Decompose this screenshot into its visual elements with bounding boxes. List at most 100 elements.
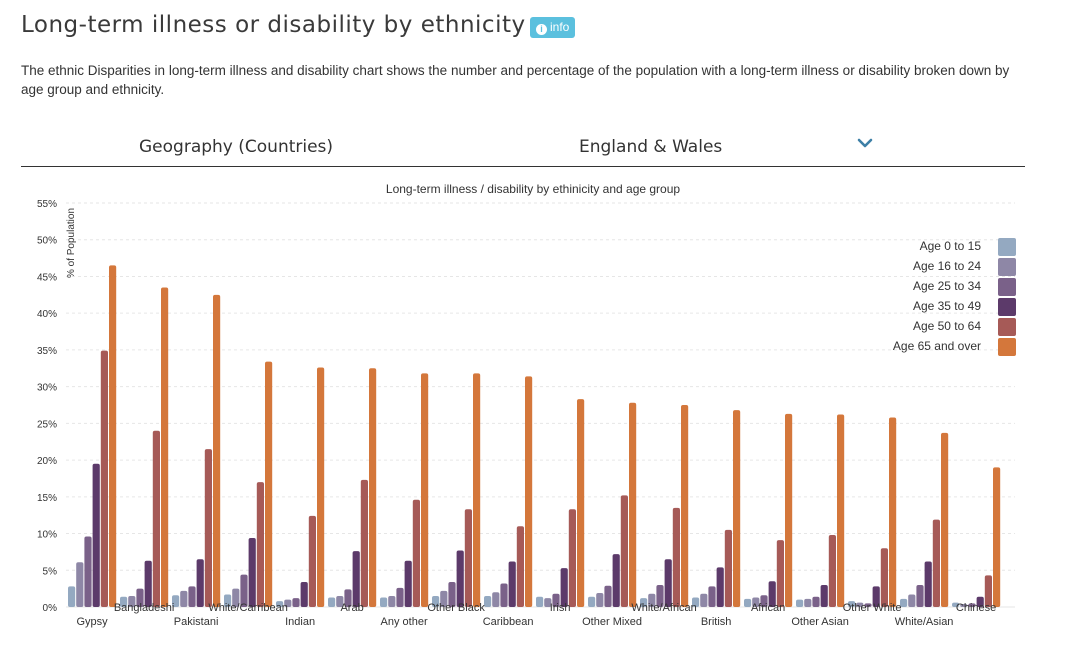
bar[interactable] xyxy=(421,373,429,607)
bar[interactable] xyxy=(664,559,672,607)
bar[interactable] xyxy=(440,590,448,607)
bar[interactable] xyxy=(700,593,708,607)
bar[interactable] xyxy=(804,598,812,607)
bar[interactable] xyxy=(984,575,992,607)
bar[interactable] xyxy=(568,509,576,607)
bar[interactable] xyxy=(473,373,481,607)
bar[interactable] xyxy=(848,601,856,607)
bar[interactable] xyxy=(629,402,637,607)
bar[interactable] xyxy=(508,561,516,607)
bar[interactable] xyxy=(776,540,784,607)
bar[interactable] xyxy=(344,589,352,607)
legend-swatch[interactable] xyxy=(998,298,1016,316)
bar[interactable] xyxy=(500,583,508,607)
bar[interactable] xyxy=(84,536,92,607)
bar[interactable] xyxy=(360,479,368,607)
bar[interactable] xyxy=(396,587,404,607)
bar[interactable] xyxy=(796,599,804,607)
bar[interactable] xyxy=(492,592,500,607)
bar[interactable] xyxy=(276,601,284,607)
bar[interactable] xyxy=(640,598,648,607)
bar[interactable] xyxy=(76,562,84,607)
bar[interactable] xyxy=(744,598,752,607)
bar[interactable] xyxy=(100,350,108,607)
bar[interactable] xyxy=(932,519,940,607)
bar[interactable] xyxy=(785,413,793,607)
bar[interactable] xyxy=(708,586,716,607)
bar[interactable] xyxy=(837,414,845,607)
bar[interactable] xyxy=(681,405,689,607)
bar[interactable] xyxy=(536,596,544,607)
bar[interactable] xyxy=(232,588,240,607)
bar[interactable] xyxy=(941,432,949,607)
bar[interactable] xyxy=(768,581,776,607)
bar[interactable] xyxy=(968,603,976,607)
bar[interactable] xyxy=(136,588,144,607)
bar[interactable] xyxy=(596,593,604,607)
bar[interactable] xyxy=(213,294,221,607)
bar[interactable] xyxy=(456,550,464,607)
bar[interactable] xyxy=(752,597,760,607)
legend-swatch[interactable] xyxy=(998,318,1016,336)
bar[interactable] xyxy=(352,551,360,607)
bar[interactable] xyxy=(388,595,396,607)
bar[interactable] xyxy=(552,593,560,607)
bar[interactable] xyxy=(265,361,273,607)
bar[interactable] xyxy=(672,507,680,607)
bar[interactable] xyxy=(577,399,585,607)
bar[interactable] xyxy=(256,482,264,607)
bar[interactable] xyxy=(900,598,908,607)
bar[interactable] xyxy=(380,597,388,607)
bar[interactable] xyxy=(128,595,136,607)
bar[interactable] xyxy=(180,590,188,607)
bar[interactable] xyxy=(432,595,440,607)
bar[interactable] xyxy=(924,561,932,607)
bar[interactable] xyxy=(224,594,232,607)
bar[interactable] xyxy=(404,560,412,607)
bar[interactable] xyxy=(716,567,724,607)
bar[interactable] xyxy=(880,548,888,607)
bar[interactable] xyxy=(292,598,300,607)
bar[interactable] xyxy=(68,586,76,607)
bar[interactable] xyxy=(872,586,880,607)
bar[interactable] xyxy=(916,584,924,607)
info-button[interactable]: i info xyxy=(530,17,576,38)
bar[interactable] xyxy=(92,463,100,607)
bar[interactable] xyxy=(976,596,984,607)
bar[interactable] xyxy=(152,430,160,607)
bar[interactable] xyxy=(144,560,152,607)
bar[interactable] xyxy=(604,585,612,607)
bar[interactable] xyxy=(448,582,456,607)
bar[interactable] xyxy=(656,584,664,607)
bar[interactable] xyxy=(692,597,700,607)
bar[interactable] xyxy=(588,596,596,607)
chevron-down-icon[interactable] xyxy=(857,136,873,150)
geography-dropdown[interactable]: England & Wales xyxy=(561,130,891,164)
bar[interactable] xyxy=(516,526,524,607)
bar[interactable] xyxy=(464,509,472,607)
bar[interactable] xyxy=(724,529,732,607)
bar[interactable] xyxy=(240,574,248,607)
bar[interactable] xyxy=(612,554,620,607)
bar[interactable] xyxy=(328,597,336,607)
bar[interactable] xyxy=(525,376,533,607)
bar[interactable] xyxy=(109,265,117,607)
bar[interactable] xyxy=(889,417,897,607)
bar[interactable] xyxy=(812,596,820,607)
bar[interactable] xyxy=(760,595,768,607)
legend-swatch[interactable] xyxy=(998,278,1016,296)
legend-swatch[interactable] xyxy=(998,258,1016,276)
bar[interactable] xyxy=(317,367,325,607)
bar[interactable] xyxy=(560,568,568,607)
bar[interactable] xyxy=(172,595,180,607)
bar[interactable] xyxy=(952,602,960,607)
bar[interactable] xyxy=(828,535,836,607)
bar[interactable] xyxy=(620,495,628,607)
bar[interactable] xyxy=(204,449,212,607)
bar[interactable] xyxy=(120,596,128,607)
bar[interactable] xyxy=(993,467,1001,607)
bar[interactable] xyxy=(864,603,872,607)
bar[interactable] xyxy=(908,594,916,607)
bar[interactable] xyxy=(161,287,169,607)
bar[interactable] xyxy=(369,368,377,607)
